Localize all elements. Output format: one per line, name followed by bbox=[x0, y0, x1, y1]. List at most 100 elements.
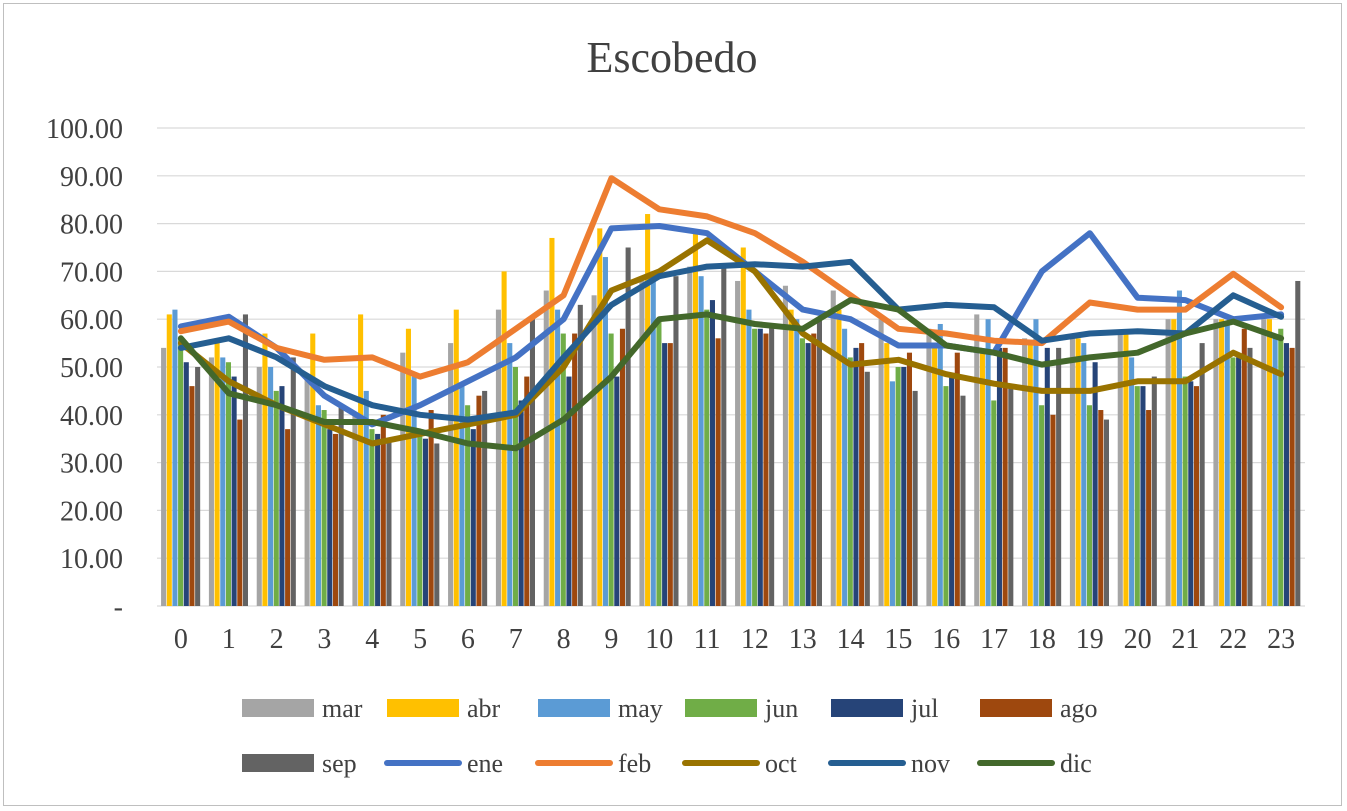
legend-label-nov: nov bbox=[911, 749, 950, 778]
bar-may-0 bbox=[172, 309, 178, 606]
bar-abr-19 bbox=[1075, 338, 1081, 606]
legend-item-ene: ene bbox=[384, 749, 503, 778]
x-tick-label: 17 bbox=[980, 624, 1008, 655]
legend-item-nov: nov bbox=[828, 749, 950, 778]
bar-ago-6 bbox=[476, 395, 482, 606]
bar-sep-19 bbox=[1103, 419, 1110, 606]
bar-sep-2 bbox=[290, 357, 296, 606]
bar-may-11 bbox=[698, 276, 704, 606]
legend-label-sep: sep bbox=[322, 749, 357, 778]
bar-sep-3 bbox=[338, 405, 344, 606]
bar-jun-10 bbox=[656, 319, 662, 606]
x-tick-label: 18 bbox=[1028, 624, 1056, 655]
bar-ago-14 bbox=[859, 343, 865, 606]
x-tick-label: 8 bbox=[557, 624, 571, 655]
bar-ago-19 bbox=[1098, 410, 1104, 606]
legend-label-mar: mar bbox=[322, 694, 363, 723]
line-series bbox=[177, 175, 1285, 452]
bar-jun-3 bbox=[321, 410, 327, 606]
bar-ago-20 bbox=[1146, 410, 1152, 606]
bar-mar-19 bbox=[1069, 333, 1075, 606]
bar-jun-22 bbox=[1230, 357, 1236, 606]
bar-jun-0 bbox=[178, 338, 184, 606]
bar-may-19 bbox=[1081, 343, 1087, 606]
bar-sep-12 bbox=[769, 323, 775, 606]
bar-may-6 bbox=[459, 386, 465, 606]
bar-ago-11 bbox=[715, 338, 721, 606]
bar-sep-0 bbox=[195, 367, 201, 606]
bar-jul-22 bbox=[1236, 357, 1242, 606]
bar-jun-20 bbox=[1134, 386, 1140, 606]
bar-may-14 bbox=[842, 328, 848, 606]
bar-abr-23 bbox=[1266, 319, 1272, 606]
bar-jul-12 bbox=[757, 328, 763, 606]
x-tick-label: 21 bbox=[1171, 624, 1199, 655]
bar-mar-17 bbox=[974, 314, 980, 606]
x-tick-label: 9 bbox=[604, 624, 618, 655]
bar-jul-5 bbox=[422, 438, 428, 606]
bar-sep-13 bbox=[816, 319, 823, 606]
line-series-oct bbox=[177, 237, 1285, 447]
bar-mar-7 bbox=[495, 309, 501, 606]
legend-item-abr: abr bbox=[387, 694, 501, 723]
bar-jun-7 bbox=[512, 367, 518, 606]
bar-mar-18 bbox=[1022, 338, 1028, 606]
bar-may-20 bbox=[1129, 357, 1135, 606]
legend-label-ago: ago bbox=[1060, 694, 1098, 723]
bar-may-4 bbox=[363, 390, 369, 606]
bar-jun-15 bbox=[895, 367, 901, 606]
bar-mar-4 bbox=[352, 414, 358, 606]
legend-label-abr: abr bbox=[467, 694, 501, 723]
legend-item-sep: sep bbox=[242, 749, 357, 778]
bar-jul-6 bbox=[470, 429, 476, 606]
bar-mar-13 bbox=[782, 285, 788, 606]
bar-jul-16 bbox=[949, 376, 955, 606]
bar-abr-15 bbox=[884, 343, 890, 606]
bar-ago-17 bbox=[1002, 347, 1008, 606]
bar-series-abr bbox=[166, 214, 1272, 607]
y-tick-label: 70.00 bbox=[60, 257, 123, 288]
bar-jul-11 bbox=[709, 300, 715, 606]
legend-item-feb: feb bbox=[535, 749, 651, 778]
bar-jul-23 bbox=[1283, 343, 1289, 606]
bar-sep-14 bbox=[864, 371, 870, 606]
bar-jun-9 bbox=[608, 333, 614, 606]
bar-sep-1 bbox=[242, 314, 249, 606]
bar-jun-19 bbox=[1086, 405, 1092, 606]
bar-abr-17 bbox=[979, 352, 985, 606]
legend-swatch-ago bbox=[980, 699, 1052, 717]
x-tick-label: 7 bbox=[509, 624, 523, 655]
bar-jun-4 bbox=[369, 429, 375, 606]
bar-abr-12 bbox=[740, 247, 746, 606]
bar-abr-18 bbox=[1027, 343, 1033, 606]
x-tick-label: 10 bbox=[645, 624, 673, 655]
x-tick-label: 6 bbox=[461, 624, 475, 655]
bar-sep-6 bbox=[482, 390, 488, 606]
bar-abr-8 bbox=[549, 237, 555, 606]
y-tick-label: - bbox=[114, 592, 123, 623]
bar-mar-15 bbox=[878, 319, 884, 606]
x-tick-label: 2 bbox=[270, 624, 284, 655]
line-series-feb bbox=[177, 175, 1285, 380]
bar-jul-13 bbox=[805, 343, 811, 606]
x-tick-label: 3 bbox=[317, 624, 331, 655]
bar-ago-4 bbox=[380, 414, 386, 606]
bar-sep-20 bbox=[1151, 376, 1157, 606]
bar-series-ago bbox=[189, 328, 1295, 606]
x-tick-label: 11 bbox=[694, 624, 721, 655]
bar-sep-8 bbox=[577, 304, 583, 606]
line-series-dic bbox=[177, 297, 1285, 452]
bar-jul-19 bbox=[1092, 362, 1098, 606]
bar-jul-4 bbox=[375, 433, 381, 606]
bar-may-21 bbox=[1176, 290, 1182, 606]
bar-may-10 bbox=[650, 280, 656, 606]
x-tick-label: 1 bbox=[222, 624, 236, 655]
bar-jun-23 bbox=[1278, 328, 1284, 606]
bar-jun-16 bbox=[943, 386, 949, 606]
bar-jul-3 bbox=[327, 429, 333, 606]
bar-jul-10 bbox=[662, 343, 668, 606]
x-tick-label: 22 bbox=[1219, 624, 1247, 655]
bar-mar-14 bbox=[830, 290, 836, 606]
bar-sep-16 bbox=[960, 395, 966, 606]
bar-jul-15 bbox=[901, 367, 907, 606]
